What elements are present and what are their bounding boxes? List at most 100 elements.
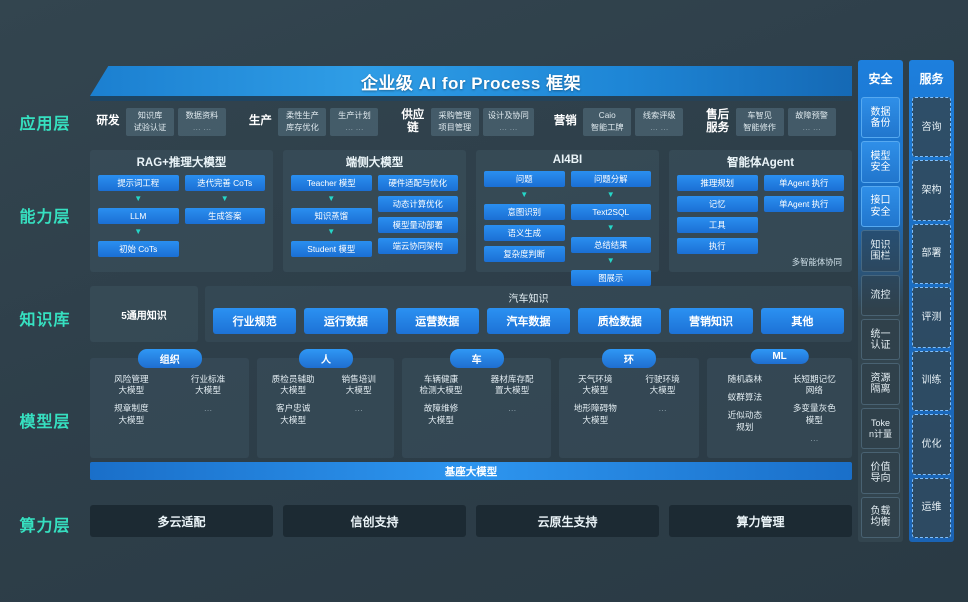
app-group-label: 供应链 [401, 108, 425, 134]
model-item[interactable]: … [354, 403, 363, 414]
security-rail-item[interactable]: 接口 安全 [861, 185, 900, 228]
app-cell[interactable]: 车智见 智能修作 [735, 108, 784, 136]
capability-chip[interactable]: 单Agent 执行 [763, 175, 844, 192]
capability-box-0: RAG+推理大模型 提示词工程 ▼ LLM ▼ 初始 CoTs 迭代完善 CoTs ▼ 生成答案 [90, 150, 273, 272]
security-rail-item[interactable]: 流控 [861, 274, 900, 317]
automotive-knowledge-heading: 汽车知识 [508, 294, 549, 305]
model-item[interactable]: … [810, 432, 819, 443]
model-item[interactable]: … [203, 403, 213, 414]
capability-chip[interactable]: 模型量动部署 [377, 217, 458, 234]
model-item[interactable]: 故障维修 大模型 [423, 403, 459, 425]
app-cell[interactable]: 故障预警… … [787, 108, 836, 136]
service-rail-item[interactable]: 训练 [912, 350, 951, 412]
app-cell[interactable]: 采购管理 项目管理 [430, 108, 479, 136]
app-group-售后服务: 售后服务 车智见 智能修作 故障预警… … [700, 101, 852, 143]
model-item[interactable]: 行业标准 大模型 [190, 374, 226, 396]
capability-chip[interactable]: 初始 CoTs [98, 241, 179, 258]
app-cell-list: 车智见 智能修作 故障预警… … [735, 108, 836, 136]
service-rail-item[interactable]: 部署 [912, 223, 951, 285]
capability-chip[interactable]: 生成答案 [184, 208, 265, 225]
app-cell[interactable]: 柔性生产 库存优化 [278, 108, 327, 136]
capability-chip[interactable]: 总结结果 [570, 237, 651, 254]
knowledge-chip[interactable]: 其他 [760, 308, 844, 334]
compute-cell[interactable]: 算力管理 [669, 505, 852, 537]
model-group-ML: ML 随机森林 蚁群算法 近似动态 规划 长短期记忆 网络 多变量灰色 模型… [707, 349, 853, 458]
model-item[interactable]: 规章制度 大模型 [114, 403, 149, 425]
capability-chip[interactable]: 端云协同架构 [377, 238, 458, 255]
knowledge-chip[interactable]: 营销知识 [669, 308, 753, 334]
capability-left-column: 推理规划记忆工具执行 [677, 175, 758, 255]
service-rail-item[interactable]: 评测 [912, 287, 951, 348]
knowledge-chip[interactable]: 运行数据 [304, 308, 388, 334]
capability-chip[interactable]: Student 模型 [291, 241, 372, 258]
model-item[interactable]: … [507, 403, 517, 414]
app-cell[interactable]: 知识库 试验认证 [126, 108, 174, 136]
security-rail-item[interactable]: 价值 导向 [861, 452, 900, 494]
compute-cell[interactable]: 信创支持 [283, 505, 466, 537]
service-rail-item[interactable]: 运维 [912, 477, 951, 538]
model-item[interactable]: 近似动态 规划 [727, 410, 763, 432]
app-cell[interactable]: 生产计划… … [330, 108, 379, 136]
security-rail-item[interactable]: 资源 隔离 [861, 363, 900, 405]
app-cell[interactable]: 数据资料… … [178, 108, 226, 136]
knowledge-chip[interactable]: 运营数据 [395, 308, 479, 334]
capability-chip[interactable]: Teacher 模型 [291, 175, 372, 192]
model-item[interactable]: 质检员辅助 大模型 [271, 374, 315, 396]
model-item[interactable]: 客户忠诚 大模型 [275, 403, 311, 425]
model-column: 器材库存配 置大模型 … [480, 374, 545, 426]
capability-chip[interactable]: 硬件适配与优化 [377, 175, 458, 192]
model-item[interactable]: 蚁群算法 [727, 392, 763, 403]
app-cell[interactable]: 线索评级… … [635, 108, 684, 136]
knowledge-chip[interactable]: 质检数据 [578, 308, 662, 334]
capability-chip[interactable]: 推理规划 [677, 175, 758, 192]
model-item[interactable]: 风险管理 大模型 [114, 374, 149, 396]
model-item[interactable]: 天气环境 大模型 [578, 374, 613, 396]
capability-chip[interactable]: 复杂度判断 [484, 246, 565, 263]
model-item[interactable]: 行驶环境 大模型 [645, 374, 680, 396]
capability-box-title: RAG+推理大模型 [136, 157, 227, 169]
model-item[interactable]: 随机森林 [727, 374, 763, 384]
capability-chip[interactable]: 提示词工程 [98, 175, 179, 192]
model-item[interactable]: 长短期记忆 网络 [792, 374, 836, 396]
capability-chip[interactable]: 单Agent 执行 [763, 196, 844, 213]
model-item[interactable]: 地形障碍物 大模型 [573, 403, 617, 425]
security-rail-item[interactable]: 统一 认证 [861, 319, 900, 361]
capability-chip[interactable]: 工具 [677, 217, 758, 234]
capability-chip[interactable]: 意图识别 [484, 204, 565, 221]
app-cell-line: 智能工牌 [590, 122, 624, 132]
model-item[interactable]: 器材库存配 置大模型 [490, 374, 534, 396]
capability-chip[interactable]: LLM [98, 208, 179, 225]
capability-chip[interactable]: 记忆 [677, 196, 758, 213]
app-cell[interactable]: Caio 智能工牌 [583, 108, 632, 136]
compute-cell[interactable]: 云原生支持 [476, 505, 659, 537]
capability-chip[interactable]: 问题 [484, 171, 565, 188]
knowledge-chip[interactable]: 行业规范 [213, 308, 297, 334]
model-group-pill: 人 [298, 349, 353, 368]
capability-chip[interactable]: 知识蒸馏 [291, 208, 372, 225]
app-cell-list: 采购管理 项目管理 设计及协同… … [430, 108, 534, 136]
capability-chip[interactable]: 动态计算优化 [377, 196, 458, 213]
capability-chip[interactable]: 语义生成 [484, 225, 565, 242]
capability-chip[interactable]: 图展示 [570, 270, 651, 287]
app-cell[interactable]: 设计及协同… … [482, 108, 534, 136]
security-rail-item[interactable]: 模型 安全 [861, 141, 900, 183]
capability-chip[interactable]: 问题分解 [570, 171, 651, 188]
service-rail-item[interactable]: 架构 [912, 160, 951, 221]
model-item[interactable]: 销售培训 大模型 [341, 374, 376, 396]
capability-box-title: 智能体Agent [726, 157, 795, 169]
service-rail-item[interactable]: 咨询 [912, 97, 951, 158]
capability-chip[interactable]: 迭代完善 CoTs [184, 175, 265, 192]
security-rail-item[interactable]: 负载 均衡 [861, 496, 900, 539]
model-item[interactable]: … [658, 403, 667, 414]
compute-cell[interactable]: 多云适配 [90, 505, 273, 537]
security-rail-item[interactable]: 知识 围栏 [861, 230, 900, 272]
knowledge-chip[interactable]: 汽车数据 [486, 308, 571, 334]
model-item[interactable]: 多变量灰色 模型 [792, 403, 836, 425]
capability-chip[interactable]: 执行 [677, 238, 758, 255]
layer-label-compute: 算力层 [19, 518, 71, 535]
capability-chip[interactable]: Text2SQL [570, 204, 651, 221]
security-rail-item[interactable]: Toke n计量 [861, 407, 900, 450]
security-rail-item[interactable]: 数据 备份 [861, 97, 900, 139]
service-rail-item[interactable]: 优化 [912, 414, 951, 475]
model-item[interactable]: 车辆健康 检测大模型 [419, 374, 463, 396]
